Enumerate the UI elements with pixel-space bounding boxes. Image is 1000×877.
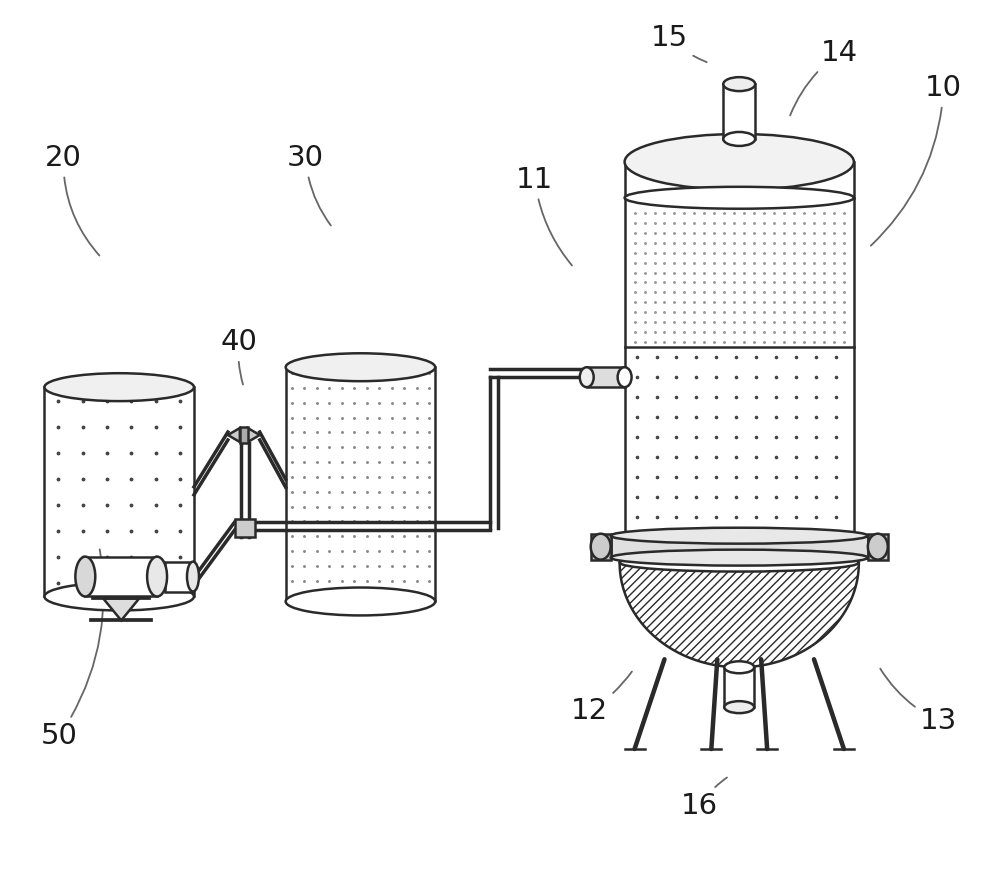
Ellipse shape	[723, 77, 755, 91]
Ellipse shape	[44, 582, 194, 610]
Ellipse shape	[44, 374, 194, 401]
Ellipse shape	[580, 367, 594, 387]
Bar	[724, 667, 754, 707]
Bar	[235, 518, 255, 537]
Ellipse shape	[591, 534, 611, 560]
Bar	[165, 561, 193, 591]
Bar	[44, 387, 194, 596]
Ellipse shape	[286, 588, 435, 616]
Bar	[723, 84, 755, 139]
Text: 20: 20	[45, 144, 99, 255]
Text: 12: 12	[571, 672, 632, 725]
Bar	[625, 162, 854, 198]
Ellipse shape	[187, 561, 199, 591]
Text: 10: 10	[871, 75, 962, 246]
Text: 40: 40	[220, 328, 257, 384]
Polygon shape	[228, 428, 240, 442]
Text: 11: 11	[516, 166, 572, 266]
Ellipse shape	[868, 534, 888, 560]
Ellipse shape	[625, 187, 854, 209]
Text: 50: 50	[41, 549, 104, 750]
Bar	[85, 557, 157, 596]
Ellipse shape	[75, 557, 95, 596]
Ellipse shape	[147, 557, 167, 596]
Text: 13: 13	[880, 668, 957, 735]
Bar	[240, 427, 248, 443]
Polygon shape	[620, 563, 859, 667]
Text: 30: 30	[287, 144, 331, 225]
Ellipse shape	[618, 367, 632, 387]
Polygon shape	[103, 598, 139, 620]
Ellipse shape	[611, 550, 868, 566]
Bar	[591, 534, 611, 560]
Text: 14: 14	[790, 39, 857, 116]
Bar	[611, 536, 868, 558]
Ellipse shape	[724, 702, 754, 713]
Ellipse shape	[724, 661, 754, 674]
Bar	[587, 367, 625, 387]
Bar	[625, 198, 854, 546]
Ellipse shape	[286, 353, 435, 381]
Text: 16: 16	[681, 778, 727, 820]
Polygon shape	[248, 428, 260, 442]
Ellipse shape	[723, 132, 755, 146]
Ellipse shape	[611, 528, 868, 544]
Ellipse shape	[625, 134, 854, 189]
Ellipse shape	[620, 553, 859, 572]
Bar	[286, 367, 435, 602]
Text: 15: 15	[651, 25, 707, 62]
Bar	[868, 534, 888, 560]
